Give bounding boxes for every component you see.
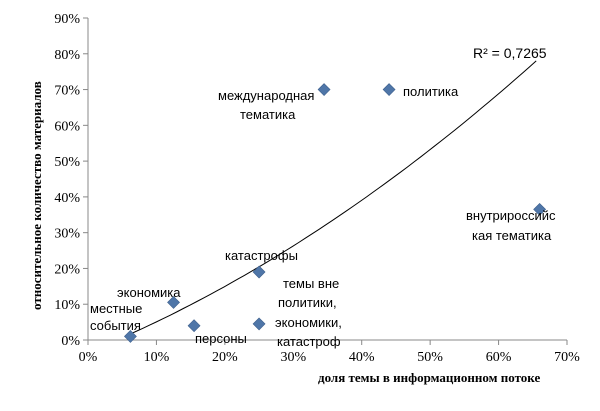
point-label-vnutri: внутрироссийс кая тематика <box>466 208 559 243</box>
x-tick-label: 20% <box>212 350 238 365</box>
point-label-mezhdunarodnaya: международная тематика <box>218 88 318 122</box>
x-tick-label: 40% <box>349 350 375 365</box>
y-tick-label: 0% <box>61 334 80 349</box>
y-tick-label: 50% <box>54 155 80 170</box>
x-tick-labels: 0% 10% 20% 30% 40% 50% 60% 70% <box>79 340 580 365</box>
data-point-marker-1 <box>167 296 180 309</box>
x-tick-label: 70% <box>554 350 580 365</box>
trendline <box>128 60 537 336</box>
x-tick-label: 50% <box>417 350 443 365</box>
y-axis-title: относительное количество материалов <box>29 81 44 310</box>
x-axis-title: доля темы в информационном потоке <box>318 370 540 385</box>
y-tick-label: 70% <box>54 84 80 99</box>
point-label-mestnye-sobytiya: местные события <box>90 301 146 333</box>
data-point-marker-0 <box>124 329 137 343</box>
data-point-marker-7 <box>533 202 547 216</box>
point-label-politika: политика <box>403 84 459 99</box>
y-tick-label: 10% <box>54 298 80 313</box>
point-label-ekonomika: экономика <box>117 285 181 300</box>
x-tick-label: 10% <box>144 350 170 365</box>
y-tick-label: 90% <box>54 12 80 27</box>
data-point-marker-4 <box>252 317 266 331</box>
x-tick-label: 0% <box>79 350 98 365</box>
point-label-persony: персоны <box>195 331 247 346</box>
y-tick-label: 40% <box>54 191 80 206</box>
point-label-katastrofy: катастрофы <box>225 248 298 263</box>
y-tick-label: 60% <box>54 119 80 134</box>
markers <box>124 83 547 343</box>
x-tick-label: 60% <box>486 350 512 365</box>
data-point-marker-6 <box>382 83 396 96</box>
y-tick-label: 30% <box>54 227 80 242</box>
data-point-marker-5 <box>317 83 331 96</box>
y-tick-label: 20% <box>54 262 80 277</box>
point-label-temy-vne: темы вне политики, экономики, катастроф <box>275 276 346 349</box>
y-tick-label: 80% <box>54 48 80 63</box>
data-point-marker-3 <box>252 265 266 279</box>
data-point-marker-2 <box>187 319 201 333</box>
r2-label: R² = 0,7265 <box>473 45 547 61</box>
y-tick-labels: 0% 10% 20% 30% 40% 50% 60% 70% 80% 90% <box>54 12 88 349</box>
x-tick-label: 30% <box>280 350 306 365</box>
